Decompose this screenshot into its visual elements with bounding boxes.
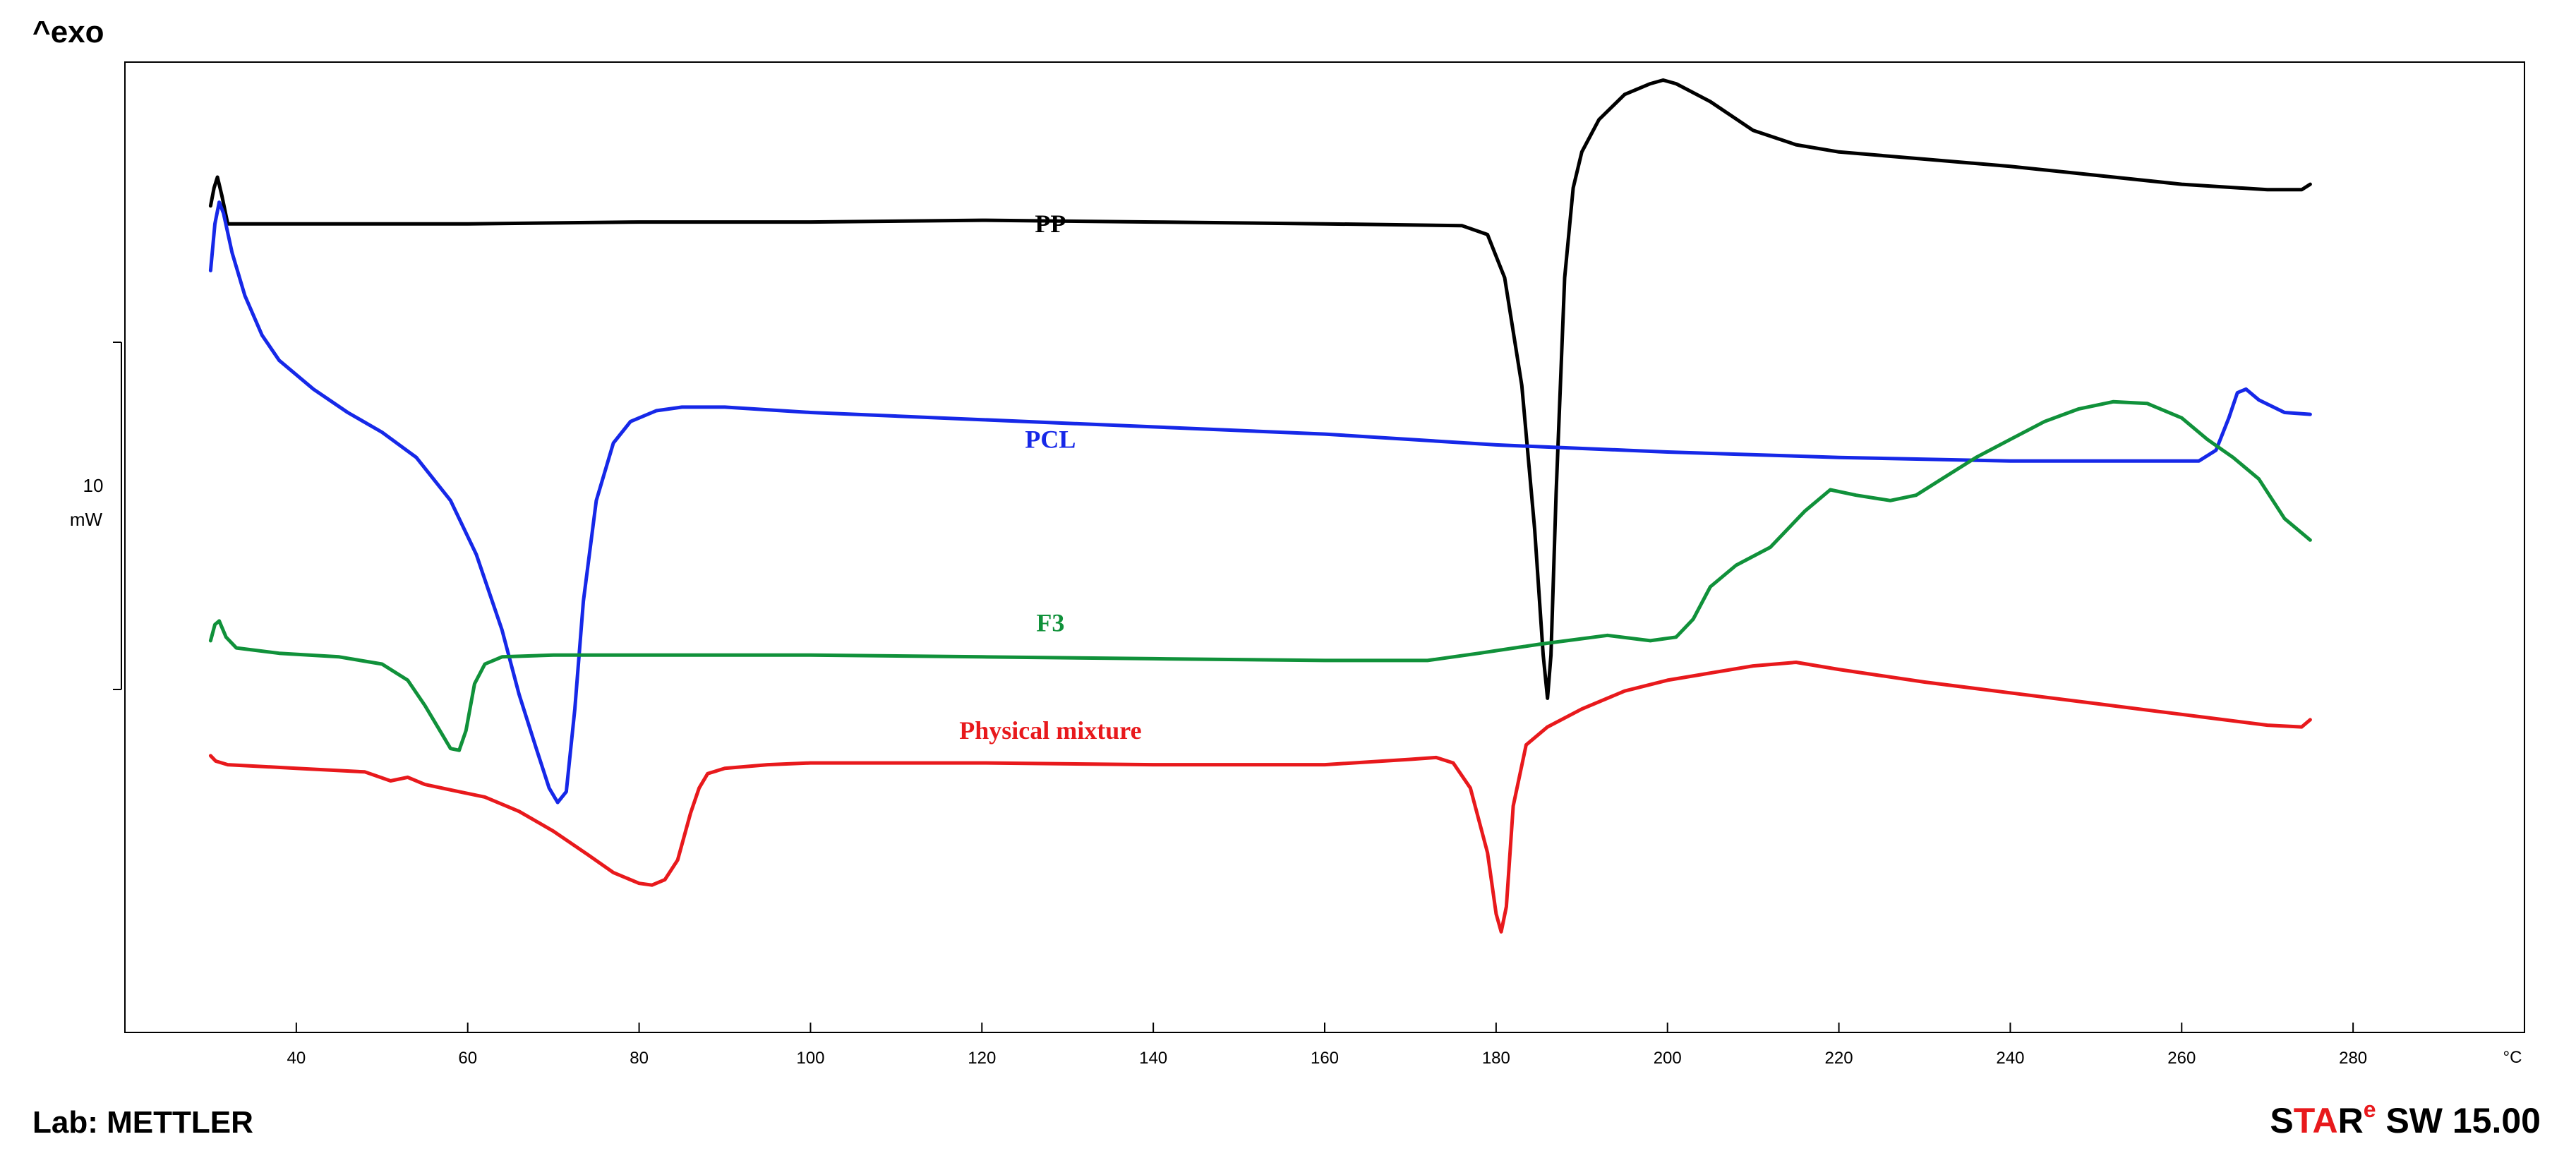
x-tick-label: 60	[458, 1049, 477, 1068]
software-s: S	[2270, 1101, 2293, 1140]
exo-direction-label: ^exo	[32, 15, 104, 49]
x-tick-label: 260	[2167, 1049, 2196, 1068]
x-tick-label: 120	[968, 1049, 996, 1068]
x-axis-unit: °C	[2503, 1048, 2522, 1067]
series-label-f3: F3	[1036, 608, 1064, 637]
footer-lab-label: Lab: METTLER	[32, 1105, 253, 1140]
x-tick-label: 200	[1654, 1049, 1682, 1068]
series-label-pcl: PCL	[1025, 426, 1076, 454]
scale-bar-value: 10	[83, 475, 104, 496]
scale-bar-unit: mW	[70, 509, 103, 530]
x-tick-label: 100	[796, 1049, 824, 1068]
software-ta: TA	[2294, 1101, 2338, 1140]
series-line-physical-mixture	[208, 661, 2312, 934]
x-tick-label: 80	[630, 1049, 649, 1068]
series-line-f3	[208, 399, 2312, 752]
series-label-pp: PP	[1035, 210, 1066, 238]
x-tick-label: 140	[1139, 1049, 1167, 1068]
x-tick-label: 280	[2339, 1049, 2367, 1068]
x-axis: 40 60 80 100 120 140 160 180 200 220 240 260 280	[287, 1023, 2367, 1068]
series-line-pp	[208, 78, 2312, 700]
series-line-pcl	[208, 200, 2312, 805]
software-r: R	[2338, 1101, 2364, 1140]
series-layer: PP PCL F3 Physical mixture	[208, 78, 2312, 934]
software-rest: SW 15.00	[2376, 1101, 2541, 1140]
footer-software-label: STARe SW 15.00	[2270, 1097, 2541, 1140]
software-e: e	[2364, 1097, 2376, 1122]
x-tick-label: 40	[287, 1049, 306, 1068]
series-label-physical-mixture: Physical mixture	[959, 716, 1141, 745]
x-tick-label: 180	[1482, 1049, 1510, 1068]
x-tick-label: 220	[1825, 1049, 1853, 1068]
scale-bar: 10 mW	[70, 342, 122, 690]
x-tick-label: 160	[1311, 1049, 1339, 1068]
x-tick-label: 240	[1996, 1049, 2024, 1068]
